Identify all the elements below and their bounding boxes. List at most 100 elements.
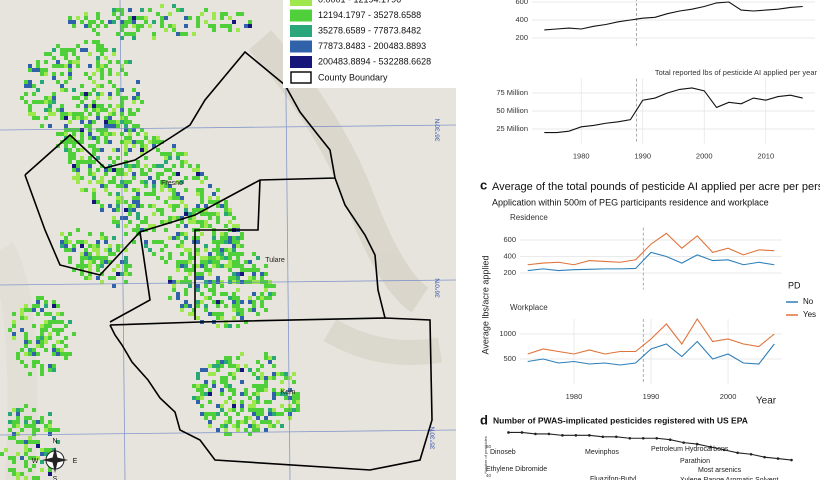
pixel [100, 68, 104, 72]
pixel [168, 256, 172, 260]
pixel [224, 264, 228, 268]
pixel [100, 184, 104, 188]
pixel [48, 336, 52, 340]
pixel [116, 88, 120, 92]
pixel [132, 228, 136, 232]
pixel [208, 256, 212, 260]
pixel [188, 280, 192, 284]
annotation: Most arsenics [698, 467, 742, 474]
pixel [104, 116, 108, 120]
panel-title: Number of PWAS-implicated pesticides reg… [493, 415, 748, 425]
pixel [32, 308, 36, 312]
pixel [104, 24, 108, 28]
pixel [220, 232, 224, 236]
pixel [232, 296, 236, 300]
pixel [232, 272, 236, 276]
pixel [148, 248, 152, 252]
pixel [252, 384, 256, 388]
pixel [80, 148, 84, 152]
pixel [236, 296, 240, 300]
pixel [72, 60, 76, 64]
pixel [88, 156, 92, 160]
pixel [116, 224, 120, 228]
pixel [208, 212, 212, 216]
x-tick-label: 1980 [566, 392, 583, 401]
pixel [36, 68, 40, 72]
pixel [72, 88, 76, 92]
pixel [180, 264, 184, 268]
pixel [100, 64, 104, 68]
data-point [628, 436, 632, 440]
pixel [96, 264, 100, 268]
pixel [260, 408, 264, 412]
pixel [28, 352, 32, 356]
pixel [68, 112, 72, 116]
pixel [124, 140, 128, 144]
x-tick-label: 2000 [696, 151, 713, 160]
pixel [88, 136, 92, 140]
pixel [76, 148, 80, 152]
pixel [272, 356, 276, 360]
pixel [56, 64, 60, 68]
pixel [64, 144, 68, 148]
pixel [200, 232, 204, 236]
pixel [192, 216, 196, 220]
pixel [104, 240, 108, 244]
pixel [236, 264, 240, 268]
pixel [224, 428, 228, 432]
data-line [527, 232, 775, 266]
pixel [64, 80, 68, 84]
pixel [64, 356, 68, 360]
pixel [68, 232, 72, 236]
pixel [268, 424, 272, 428]
pixel [116, 124, 120, 128]
pixel [136, 16, 140, 20]
pixel [200, 412, 204, 416]
pixel [92, 188, 96, 192]
pixel [208, 184, 212, 188]
pixel [196, 300, 200, 304]
compass-letter: E [73, 458, 78, 465]
pixel [116, 168, 120, 172]
pixel [84, 248, 88, 252]
pixel [76, 96, 80, 100]
pixel [172, 24, 176, 28]
pixel [92, 260, 96, 264]
data-line [544, 1, 803, 31]
pixel [248, 308, 252, 312]
pixel [16, 440, 20, 444]
pixel [112, 112, 116, 116]
data-point [601, 435, 605, 439]
pixel [32, 428, 36, 432]
pixel [96, 16, 100, 20]
pixel [132, 32, 136, 36]
pixel [160, 208, 164, 212]
pixel [100, 280, 104, 284]
pixel [220, 280, 224, 284]
pixel [228, 384, 232, 388]
pixel [196, 240, 200, 244]
pixel [148, 140, 152, 144]
pixel [208, 420, 212, 424]
pixel [224, 376, 228, 380]
pixel [220, 240, 224, 244]
pixel [152, 32, 156, 36]
pixel [204, 176, 208, 180]
pixel [236, 244, 240, 248]
latitude-label: 35°30'N [429, 426, 437, 449]
pixel [64, 116, 68, 120]
pixel [68, 248, 72, 252]
pixel [176, 204, 180, 208]
pixel [156, 12, 160, 16]
pixel [240, 392, 244, 396]
pixel [96, 116, 100, 120]
pixel [196, 20, 200, 24]
pixel [52, 320, 56, 324]
pixel [76, 264, 80, 268]
pixel [156, 208, 160, 212]
pixel [136, 140, 140, 144]
data-line [544, 87, 803, 134]
pixel [136, 212, 140, 216]
pixel [88, 244, 92, 248]
pixel [152, 192, 156, 196]
